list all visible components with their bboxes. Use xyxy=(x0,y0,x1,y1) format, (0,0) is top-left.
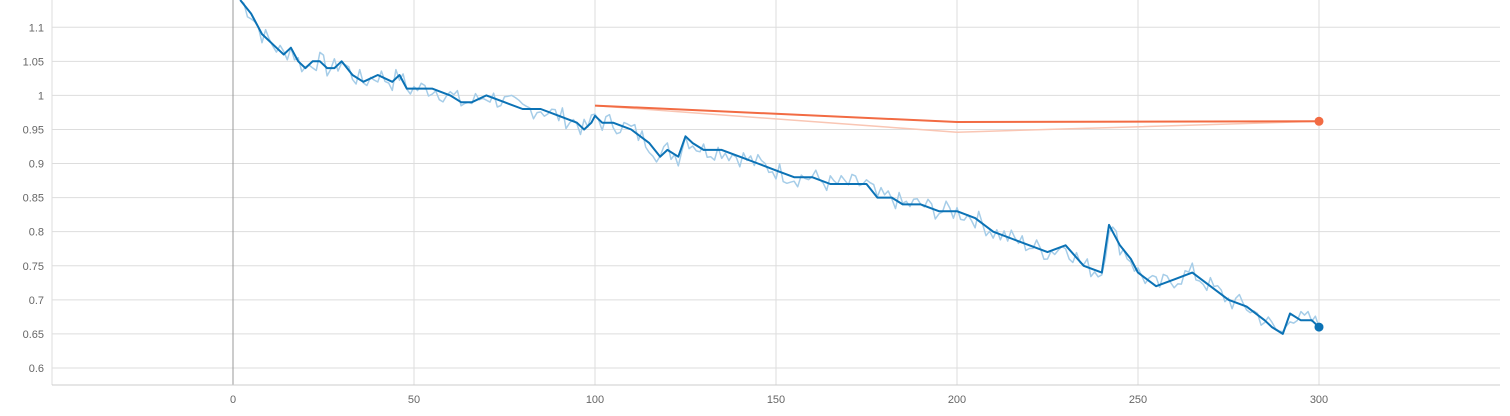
y-tick-label: 0.7 xyxy=(29,295,44,307)
raw-lines xyxy=(239,0,1320,333)
y-tick-label: 1 xyxy=(38,90,44,102)
x-tick-label: 50 xyxy=(408,394,420,406)
series-lines xyxy=(239,0,1320,335)
y-tick-label: 0.85 xyxy=(23,193,44,205)
series-raw-line xyxy=(239,0,1320,333)
series-end-point xyxy=(1314,322,1324,332)
y-tick-label: 0.65 xyxy=(23,329,44,341)
x-tick-label: 300 xyxy=(1310,394,1328,406)
x-tick-label: 150 xyxy=(767,394,785,406)
grid xyxy=(52,0,1500,385)
y-tick-label: 1.05 xyxy=(23,56,44,68)
y-tick-label: 0.9 xyxy=(29,159,44,171)
x-tick-label: 250 xyxy=(1129,394,1147,406)
end-markers xyxy=(1314,116,1324,332)
x-tick-label: 0 xyxy=(230,394,236,406)
series-raw-line xyxy=(594,104,1320,133)
x-tick-label: 200 xyxy=(948,394,966,406)
series-end-point xyxy=(1314,116,1324,126)
y-tick-label: 1.1 xyxy=(29,22,44,34)
y-tick-label: 0.8 xyxy=(29,227,44,239)
y-tick-label: 0.6 xyxy=(29,363,44,375)
tick-labels: 0.6 0.65 0.7 0.75 0.8 0.85 0.9 0.95 1 1.05 1.1 0 50 1… xyxy=(23,22,1329,406)
x-tick-label: 100 xyxy=(586,394,604,406)
series-line xyxy=(594,104,1320,123)
series-line xyxy=(239,0,1320,335)
axes xyxy=(51,0,1500,386)
y-tick-label: 0.95 xyxy=(23,124,44,136)
y-tick-label: 0.75 xyxy=(23,261,44,273)
